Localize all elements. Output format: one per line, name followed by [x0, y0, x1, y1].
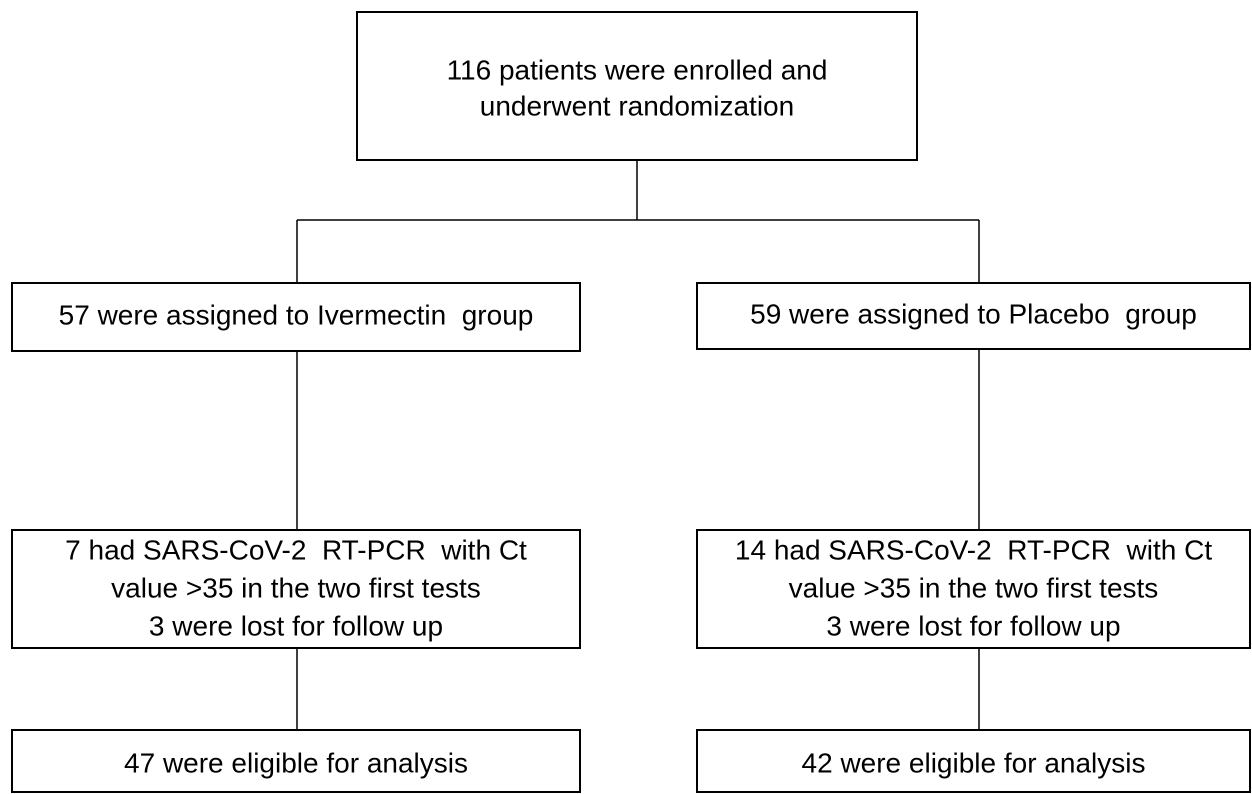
box [356, 11, 918, 161]
box-label: 7 had SARS-CoV-2 RT-PCR with Ct [65, 534, 527, 565]
box [11, 729, 581, 793]
box-label: value >35 in the two first tests [789, 572, 1159, 603]
box-label: 3 were lost for follow up [826, 610, 1120, 641]
box [696, 729, 1251, 793]
box-label: value >35 in the two first tests [111, 572, 481, 603]
box [11, 282, 581, 352]
box-label: 116 patients were enrolled and [447, 54, 828, 85]
box-label: 57 were assigned to Ivermectin group [59, 299, 534, 330]
box [11, 529, 581, 649]
box-label: 3 were lost for follow up [149, 610, 443, 641]
box-label: 42 were eligible for analysis [802, 747, 1146, 778]
connectors [296, 160, 980, 730]
box-label: 47 were eligible for analysis [124, 747, 468, 778]
box-label: 59 were assigned to Placebo group [750, 298, 1197, 329]
box-label: underwent randomization [480, 90, 794, 121]
box [696, 282, 1251, 350]
box-label: 14 had SARS-CoV-2 RT-PCR with Ct [735, 534, 1212, 565]
box [696, 529, 1251, 649]
